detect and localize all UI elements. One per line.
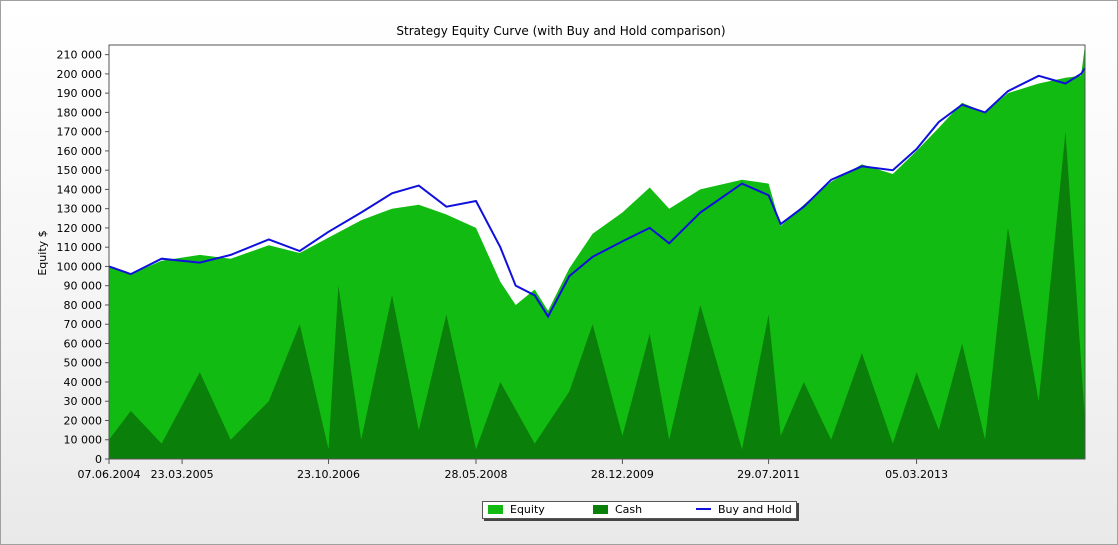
legend-swatch-cash [593,505,608,514]
chart-title: Strategy Equity Curve (with Buy and Hold… [396,24,725,38]
y-tick-label: 40 000 [64,376,103,389]
legend-label-equity: Equity [510,503,545,516]
legend-label-buy-and-hold: Buy and Hold [718,503,792,516]
x-tick-label: 05.03.2013 [885,468,948,481]
legend-swatch-equity [488,505,503,514]
y-tick-label: 90 000 [64,280,103,293]
y-axis-label: Equity $ [36,230,49,275]
y-tick-label: 150 000 [57,164,103,177]
y-tick-label: 80 000 [64,299,103,312]
chart-marks [108,45,1086,459]
legend-item-buy-and-hold: Buy and Hold [696,503,792,517]
y-tick-label: 60 000 [64,337,103,350]
y-tick-label: 0 [95,453,102,466]
y-tick-label: 30 000 [64,395,103,408]
y-tick-label: 110 000 [57,241,103,254]
y-tick-label: 170 000 [57,126,103,139]
x-tick-label: 28.12.2009 [591,468,654,481]
legend-item-equity: Equity [488,503,545,517]
y-tick-label: 140 000 [57,183,103,196]
legend-item-cash: Cash [593,503,642,517]
y-tick-label: 180 000 [57,106,103,119]
y-tick-label: 100 000 [57,260,103,273]
y-tick-label: 160 000 [57,145,103,158]
x-tick-label: 23.10.2006 [297,468,360,481]
legend-label-cash: Cash [615,503,643,516]
y-tick-label: 10 000 [64,434,103,447]
series-area-cash [109,131,1085,459]
legend-swatch-buy-and-hold [696,508,711,510]
x-tick-label: 28.05.2008 [444,468,507,481]
y-tick-label: 130 000 [57,203,103,216]
y-tick-label: 120 000 [57,222,103,235]
y-tick-label: 20 000 [64,414,103,427]
y-tick-label: 50 000 [64,357,103,370]
y-tick-label: 210 000 [57,49,103,62]
chart-axes: 0 10 000 20 000 30 000 40 000 50 000 60 000 70 … [57,44,1086,481]
series-line-buy-and-hold [108,67,1086,319]
y-tick-label: 190 000 [57,87,103,100]
chart-legend: Equity Cash Buy and Hold [482,501,797,519]
y-tick-label: 200 000 [57,68,103,81]
x-tick-label: 07.06.2004 [78,468,141,481]
plot-border [108,44,1086,460]
series-area-equity [109,45,1085,459]
y-tick-label: 70 000 [64,318,103,331]
x-tick-label: 29.07.2011 [737,468,800,481]
x-tick-label: 23.03.2005 [151,468,214,481]
